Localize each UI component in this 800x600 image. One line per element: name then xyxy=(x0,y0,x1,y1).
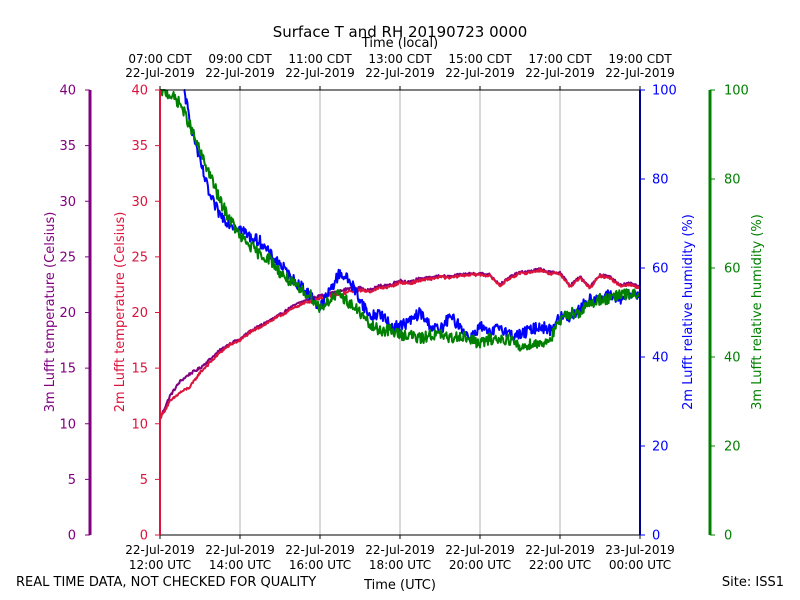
series-line-right-outer xyxy=(159,89,641,352)
top-tick-time: 13:00 CDT xyxy=(368,52,432,66)
quality-note: REAL TIME DATA, NOT CHECKED FOR QUALITY xyxy=(16,575,317,590)
y-tick-label: 25 xyxy=(131,250,148,265)
site-label: Site: ISS1 xyxy=(721,575,784,590)
top-tick-date: 22-Jul-2019 xyxy=(605,66,675,80)
x-tick-time: 12:00 UTC xyxy=(129,558,191,572)
y-label-right-inner: 2m Lufft relative humidity (%) xyxy=(681,214,696,410)
y-tick-label: 5 xyxy=(68,473,76,488)
x-tick-date: 23-Jul-2019 xyxy=(605,543,675,557)
y-tick-label: 15 xyxy=(131,362,148,377)
top-tick-date: 22-Jul-2019 xyxy=(205,66,275,80)
x-tick-date: 22-Jul-2019 xyxy=(125,543,195,557)
top-tick-time: 19:00 CDT xyxy=(608,52,672,66)
y-tick-label: 40 xyxy=(724,351,741,366)
y-tick-label: 15 xyxy=(59,362,76,377)
y-axes: 0 5 10 15 20 25 30 35 40 0 5 10 15 20 25 30 35 40 0 20 40 60 8… xyxy=(59,84,748,544)
top-tick-time: 11:00 CDT xyxy=(288,52,352,66)
x-tick-time: 16:00 UTC xyxy=(289,558,351,572)
y-tick-label: 20 xyxy=(724,440,741,455)
y-tick-label: 20 xyxy=(652,440,669,455)
top-tick-time: 15:00 CDT xyxy=(448,52,512,66)
x-tick-time: 00:00 UTC xyxy=(609,558,671,572)
top-tick-date: 22-Jul-2019 xyxy=(445,66,515,80)
y-tick-label: 10 xyxy=(131,417,148,432)
y-label-right-outer: 3m Lufft relative humidity (%) xyxy=(750,214,765,410)
y-tick-label: 25 xyxy=(59,250,76,265)
top-tick-time: 17:00 CDT xyxy=(528,52,592,66)
y-tick-label: 10 xyxy=(59,417,76,432)
y-tick-label: 60 xyxy=(724,262,741,277)
y-tick-label: 0 xyxy=(724,529,732,544)
y-label-left-inner: 2m Lufft temperature (Celsius) xyxy=(113,212,128,413)
x-tick-date: 22-Jul-2019 xyxy=(525,543,595,557)
x-tick-time: 18:00 UTC xyxy=(369,558,431,572)
x-tick-time: 14:00 UTC xyxy=(209,558,271,572)
y-tick-label: 40 xyxy=(652,351,669,366)
y-tick-label: 30 xyxy=(131,195,148,210)
x-tick-date: 22-Jul-2019 xyxy=(365,543,435,557)
y-label-left-outer: 3m Lufft temperature (Celsius) xyxy=(43,212,58,413)
y-tick-label: 0 xyxy=(652,529,660,544)
y-tick-label: 100 xyxy=(652,84,677,99)
x-tick-date: 22-Jul-2019 xyxy=(205,543,275,557)
top-tick-date: 22-Jul-2019 xyxy=(125,66,195,80)
bottom-axis-label: Time (UTC) xyxy=(363,578,436,593)
series-line-left-inner xyxy=(159,268,641,420)
chart-title: Surface T and RH 20190723 0000 xyxy=(273,23,528,41)
y-tick-label: 0 xyxy=(68,529,76,544)
y-tick-label: 0 xyxy=(140,529,148,544)
y-tick-label: 100 xyxy=(724,84,749,99)
y-tick-label: 60 xyxy=(652,262,669,277)
y-tick-label: 5 xyxy=(140,473,148,488)
y-tick-label: 40 xyxy=(131,84,148,99)
y-tick-label: 35 xyxy=(59,139,76,154)
x-tick-date: 22-Jul-2019 xyxy=(285,543,355,557)
x-tick-time: 20:00 UTC xyxy=(449,558,511,572)
top-tick-date: 22-Jul-2019 xyxy=(365,66,435,80)
y-tick-label: 30 xyxy=(59,195,76,210)
top-tick-time: 07:00 CDT xyxy=(128,52,192,66)
top-tick-time: 09:00 CDT xyxy=(208,52,272,66)
top-axis-label: Time (local) xyxy=(361,36,438,51)
series-layer xyxy=(159,89,641,420)
y-tick-label: 80 xyxy=(724,173,741,188)
top-tick-date: 22-Jul-2019 xyxy=(285,66,355,80)
y-tick-label: 35 xyxy=(131,139,148,154)
y-tick-label: 20 xyxy=(131,306,148,321)
y-tick-label: 80 xyxy=(652,173,669,188)
x-tick-date: 22-Jul-2019 xyxy=(445,543,515,557)
x-tick-time: 22:00 UTC xyxy=(529,558,591,572)
y-tick-label: 20 xyxy=(59,306,76,321)
top-tick-date: 22-Jul-2019 xyxy=(525,66,595,80)
y-tick-label: 40 xyxy=(59,84,76,99)
